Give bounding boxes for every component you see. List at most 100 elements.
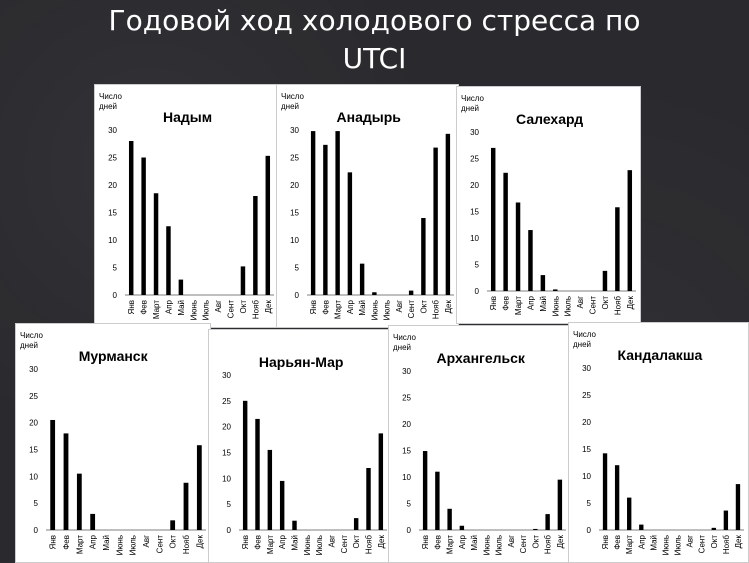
bar-Апр (639, 524, 644, 530)
x-tick-label: Июнь (661, 535, 670, 555)
bar-Фев (141, 157, 146, 295)
x-tick-label: Фев (62, 535, 71, 550)
y-tick-label: 30 (582, 364, 591, 373)
y-tick-label: 25 (402, 394, 411, 403)
x-tick-label: Апр (278, 534, 287, 549)
bar-Дек (557, 479, 563, 530)
bar-Май (359, 263, 365, 295)
x-tick-label: Май (358, 300, 367, 316)
chart-panel-arkhangelsk: Число дней Архангельск 0 5 10 15 20 25 30 Янв Фев Ма… (388, 325, 571, 563)
x-tick-label: Окт (419, 300, 428, 314)
y-tick-label: 30 (222, 371, 231, 380)
bar-Март (627, 497, 632, 530)
bar-Апр (347, 172, 353, 295)
bar-Июнь (553, 289, 558, 291)
x-tick-label: Дек (377, 535, 386, 549)
x-tick-label: Окт (601, 296, 610, 310)
y-tick-label: 15 (29, 446, 38, 455)
y-tick-label: 5 (295, 264, 300, 273)
x-tick-label: Янв (601, 535, 610, 549)
bar-Нояб (366, 468, 371, 530)
chart-title: Кандалакша (618, 347, 703, 363)
bar-Нояб (183, 482, 189, 530)
y-tick-label: 10 (290, 236, 299, 245)
x-tick-label: Окт (710, 535, 719, 549)
bar-Янв (422, 451, 428, 530)
x-tick-label: Янв (127, 300, 136, 314)
bar-Окт (711, 527, 716, 530)
x-tick-label: Май (291, 535, 300, 551)
chart-panel-murmansk: Число дней Мурманск 0 5 10 15 20 25 30 Янв Фев Март А… (15, 323, 211, 563)
x-tick-label: Сент (589, 296, 598, 315)
x-tick-label: Июль (315, 535, 324, 555)
y-tick-label: 20 (29, 419, 38, 428)
y-tick-label: 25 (582, 391, 591, 400)
bar-Фев (503, 172, 508, 291)
y-tick-label: 5 (227, 500, 232, 509)
x-tick-label: Нояб (722, 535, 731, 555)
bar-Дек (378, 433, 384, 530)
bar-Нояб (723, 510, 729, 530)
x-tick-label: Дек (444, 300, 453, 314)
y-tick-label: 15 (222, 449, 231, 458)
x-tick-label: Авг (328, 535, 337, 548)
bar-Янв (242, 400, 248, 530)
y-tick-label: 0 (587, 526, 592, 535)
x-tick-label: Фев (613, 535, 622, 550)
bar-Март (447, 508, 452, 530)
bar-Март (335, 131, 340, 295)
x-tick-label: Дек (195, 535, 204, 549)
x-tick-label: Июнь (482, 535, 491, 555)
y-tick-label: 15 (402, 447, 411, 456)
y-axis-label: Число дней (99, 92, 123, 111)
bar-Апр (166, 226, 171, 295)
bar-Янв (602, 453, 608, 530)
x-tick-label: Фев (433, 535, 442, 550)
bar-Апр (459, 525, 465, 530)
y-tick-label: 0 (34, 526, 39, 535)
slide-title-line-1: Годовой ход холодового стресса по (108, 4, 641, 37)
x-tick-label: Дек (734, 535, 743, 549)
chart-panel-anadyr: Число дней Анадырь 0 5 10 15 20 25 30 Янв Фев Март Ап… (276, 84, 459, 328)
x-tick-label: Июнь (189, 300, 198, 320)
x-tick-label: Окт (531, 535, 540, 549)
x-tick-label: Янв (309, 300, 318, 314)
x-tick-label: Авг (686, 535, 695, 548)
y-tick-label: 10 (29, 472, 38, 481)
x-tick-label: Март (446, 535, 455, 554)
x-tick-label: Сент (407, 300, 416, 319)
y-tick-label: 5 (407, 500, 412, 509)
bar-Янв (490, 147, 496, 291)
x-tick-label: Июнь (115, 535, 124, 555)
y-tick-label: 25 (290, 154, 299, 163)
x-tick-label: Янв (489, 296, 498, 310)
x-tick-label: Янв (49, 535, 58, 549)
x-tick-label: Апр (458, 534, 467, 549)
x-tick-label: Нояб (432, 300, 441, 320)
bar-Окт (240, 266, 246, 295)
y-tick-label: 20 (108, 181, 117, 190)
y-tick-label: 30 (402, 367, 411, 376)
chart-title: Надым (163, 109, 212, 125)
y-tick-label: 25 (470, 155, 479, 164)
x-tick-label: Нояб (251, 300, 260, 320)
x-tick-label: Авг (507, 535, 516, 548)
bar-Янв (128, 141, 134, 295)
chart-svg: Число дней Архангельск 0 5 10 15 20 25 30 Янв Фев Ма… (393, 333, 566, 555)
x-tick-label: Дек (264, 300, 273, 314)
chart-title: Салехард (516, 111, 583, 127)
x-tick-label: Фев (321, 300, 330, 315)
slide-title: Годовой ход холодового стресса по UTCI (0, 2, 749, 78)
x-tick-label: Июль (564, 296, 573, 316)
x-tick-label: Март (514, 296, 523, 315)
bar-Фев (63, 433, 69, 530)
y-tick-label: 20 (470, 181, 479, 190)
y-tick-label: 25 (29, 392, 38, 401)
y-tick-label: 30 (108, 126, 117, 135)
x-tick-label: Дек (556, 535, 565, 549)
x-tick-label: Апр (164, 299, 173, 314)
y-tick-label: 15 (290, 209, 299, 218)
x-tick-label: Окт (239, 300, 248, 314)
x-tick-label: Фев (140, 300, 149, 315)
y-axis-label: Число дней (281, 92, 305, 111)
